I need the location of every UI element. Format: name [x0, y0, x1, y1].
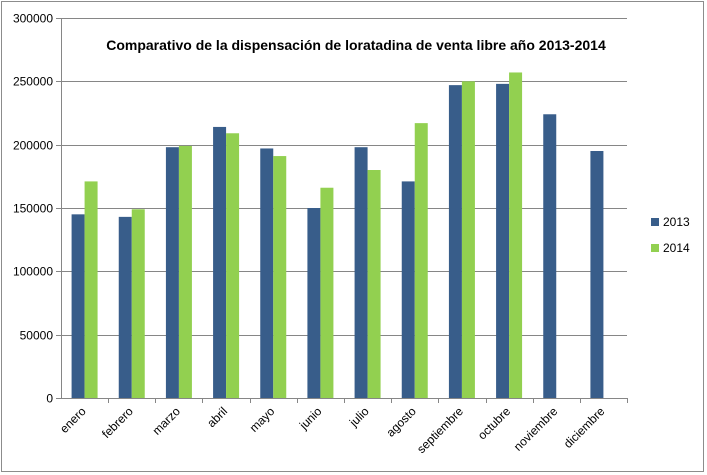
x-category-label: marzo: [150, 404, 184, 438]
legend: 2013 2014: [651, 215, 690, 255]
y-tick-label: 200000: [13, 139, 53, 153]
bar-2014-junio: [320, 187, 334, 398]
x-category-label: agosto: [383, 404, 419, 440]
bar-2013-octubre: [496, 83, 510, 398]
bar-2014-enero: [84, 181, 98, 398]
y-tick-label: 300000: [13, 12, 53, 26]
bar-2013-agosto: [401, 181, 415, 398]
legend-swatch-2013: [651, 218, 659, 226]
x-category-label: diciembre: [561, 404, 608, 451]
y-tick-label: 50000: [20, 329, 54, 343]
x-category-label: julio: [346, 404, 372, 430]
bar-2014-agosto: [414, 123, 428, 398]
bar-2014-abril: [226, 133, 240, 398]
bar-2014-octubre: [509, 72, 523, 398]
bar-2013-junio: [307, 208, 321, 398]
bar-2013-abril: [213, 126, 227, 398]
y-tick-label: 250000: [13, 75, 53, 89]
y-tick-label: 150000: [13, 202, 53, 216]
bar-2013-septiembre: [448, 85, 462, 398]
x-category-label: septiembre: [414, 404, 466, 456]
bars: [71, 72, 604, 399]
bar-2014-febrero: [131, 209, 145, 398]
bar-2013-diciembre: [590, 151, 604, 398]
bar-2013-julio: [354, 147, 368, 398]
legend-label-2013: 2013: [663, 215, 690, 229]
legend-swatch-2014: [651, 244, 659, 252]
x-category-label: junio: [296, 404, 325, 433]
gridlines: [61, 18, 627, 336]
legend-label-2014: 2014: [663, 241, 690, 255]
bar-2013-marzo: [165, 147, 179, 398]
bar-2013-mayo: [260, 148, 274, 398]
bar-2014-mayo: [273, 156, 287, 398]
bar-2014-julio: [367, 170, 381, 398]
y-tick-label: 100000: [13, 265, 53, 279]
x-category-label: abril: [204, 404, 230, 430]
x-category-label: mayo: [247, 404, 278, 435]
x-category-label: octubre: [475, 404, 513, 442]
y-tick-label: 0: [46, 392, 53, 406]
bar-2014-septiembre: [461, 81, 475, 398]
bar-2013-febrero: [118, 216, 132, 398]
bar-2013-noviembre: [543, 114, 557, 399]
bar-2013-enero: [71, 214, 85, 398]
x-category-label: noviembre: [511, 404, 561, 454]
bar-2014-marzo: [178, 145, 192, 398]
chart-title: Comparativo de la dispensación de lorata…: [106, 37, 606, 53]
x-category-label: enero: [57, 404, 89, 436]
x-category-label: febrero: [99, 404, 136, 441]
